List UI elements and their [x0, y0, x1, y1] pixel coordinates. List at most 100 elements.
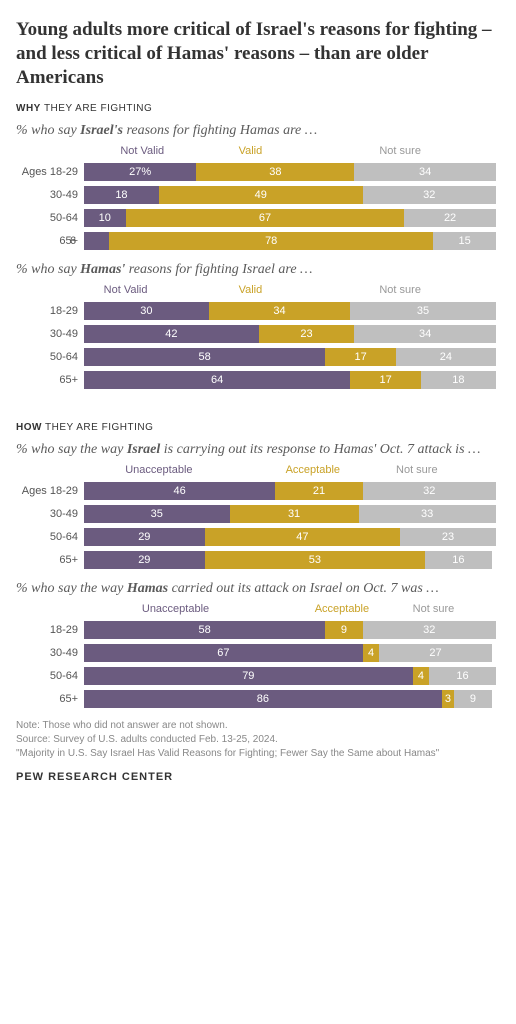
bar-segment: 78 [109, 232, 433, 250]
legend-item: Unacceptable [142, 603, 209, 615]
bar-wrap: 353133 [84, 505, 500, 523]
bar-row: 50-6479416 [16, 666, 500, 686]
chart-subhead: % who say the way Israel is carrying out… [16, 441, 500, 460]
legend-item: Not sure [413, 603, 455, 615]
legend-item: Valid [239, 145, 263, 157]
legend-item: Not Valid [120, 145, 164, 157]
chart-block: % who say Israel's reasons for fighting … [16, 122, 500, 251]
row-label: 30-49 [16, 508, 84, 520]
section-how: HOW THEY ARE FIGHTING [16, 422, 500, 433]
row-label: Ages 18-29 [16, 166, 84, 178]
row-label: 30-49 [16, 189, 84, 201]
bar-wrap: 27%3834 [84, 163, 500, 181]
bar-segment: 27 [379, 644, 491, 662]
bar-segment: 49 [159, 186, 363, 204]
bar-segment: 33 [359, 505, 496, 523]
bar-segment: 46 [84, 482, 275, 500]
note-line: Note: Those who did not answer are not s… [16, 719, 500, 733]
bar-segment: 17 [350, 371, 421, 389]
legend-row: UnacceptableAcceptableNot sure [84, 464, 500, 479]
legend-item: Not sure [379, 145, 421, 157]
bar-wrap: 106722 [84, 209, 500, 227]
bar-row: 30-4967427 [16, 643, 500, 663]
bar-segment: 67 [126, 209, 405, 227]
bar-row: 65+295316 [16, 550, 500, 570]
chart-subhead: % who say the way Hamas carried out its … [16, 580, 500, 599]
bar-segment: 32 [363, 621, 496, 639]
legend-row: Not Valid Valid Not sure [84, 145, 500, 160]
row-label: 50-64 [16, 212, 84, 224]
bar-segment: 4 [413, 667, 430, 685]
bar-segment: 18 [421, 371, 496, 389]
bar-segment: 35 [350, 302, 496, 320]
bar-segment: 38 [196, 163, 354, 181]
bar-segment: 9 [325, 621, 362, 639]
bar-row: 50-64294723 [16, 527, 500, 547]
row-label: 30-49 [16, 647, 84, 659]
bar-segment: 31 [230, 505, 359, 523]
bar-segment: 24 [396, 348, 496, 366]
bar-row: 18-2958932 [16, 620, 500, 640]
bar-wrap: 422334 [84, 325, 500, 343]
report-line: "Majority in U.S. Say Israel Has Valid R… [16, 747, 500, 761]
bar-segment: 64 [84, 371, 350, 389]
bar-segment: 67 [84, 644, 363, 662]
bar-segment: 53 [205, 551, 425, 569]
bar-wrap: 294723 [84, 528, 500, 546]
row-label: Ages 18-29 [16, 485, 84, 497]
bar-segment: 6 [84, 232, 109, 250]
bar-segment: 27% [84, 163, 196, 181]
bar-row: Ages 18-29462132 [16, 481, 500, 501]
source-line: Source: Survey of U.S. adults conducted … [16, 733, 500, 747]
section-why: WHY THEY ARE FIGHTING [16, 103, 500, 114]
bar-segment: 79 [84, 667, 413, 685]
row-label: 50-64 [16, 531, 84, 543]
bar-wrap: 79416 [84, 667, 500, 685]
row-label: 65+ [16, 693, 84, 705]
bar-segment: 9 [454, 690, 491, 708]
bar-row: 30-49422334 [16, 324, 500, 344]
row-label: 50-64 [16, 351, 84, 363]
bar-segment: 32 [363, 186, 496, 204]
row-label: 18-29 [16, 624, 84, 636]
bar-segment: 4 [363, 644, 380, 662]
legend-item: Not Valid [104, 284, 148, 296]
legend-item: Valid [239, 284, 263, 296]
bar-segment: 18 [84, 186, 159, 204]
chart-block: % who say Hamas' reasons for fighting Is… [16, 261, 500, 390]
bar-wrap: 641718 [84, 371, 500, 389]
chart-title: Young adults more critical of Israel's r… [16, 18, 500, 89]
bar-wrap: 58932 [84, 621, 500, 639]
bar-segment: 86 [84, 690, 442, 708]
bar-segment: 17 [325, 348, 396, 366]
bar-segment: 29 [84, 551, 205, 569]
bar-segment: 30 [84, 302, 209, 320]
legend-item: Not sure [379, 284, 421, 296]
bar-segment: 23 [259, 325, 355, 343]
legend-item: Acceptable [286, 464, 340, 476]
bar-segment: 23 [400, 528, 496, 546]
bar-row: 65+8639 [16, 689, 500, 709]
legend-row: Not Valid Valid Not sure [84, 284, 500, 299]
chart-subhead: % who say Israel's reasons for fighting … [16, 122, 500, 141]
bar-wrap: 303435 [84, 302, 500, 320]
bar-segment: 29 [84, 528, 205, 546]
bar-segment: 42 [84, 325, 259, 343]
bar-wrap: 67427 [84, 644, 500, 662]
bar-segment: 32 [363, 482, 496, 500]
bar-wrap: 295316 [84, 551, 500, 569]
bar-wrap: 184932 [84, 186, 500, 204]
bar-segment: 58 [84, 621, 325, 639]
chart-block: % who say the way Israel is carrying out… [16, 441, 500, 570]
bar-row: 30-49184932 [16, 185, 500, 205]
bar-row: Ages 18-2927%3834 [16, 162, 500, 182]
logo-text: PEW RESEARCH CENTER [16, 771, 500, 783]
row-label: 65+ [16, 374, 84, 386]
bar-segment: 35 [84, 505, 230, 523]
bar-segment: 58 [84, 348, 325, 366]
bar-segment: 21 [275, 482, 362, 500]
bar-wrap: 8639 [84, 690, 500, 708]
legend-item: Acceptable [315, 603, 369, 615]
bar-row: 18-29303435 [16, 301, 500, 321]
bar-segment: 34 [209, 302, 350, 320]
